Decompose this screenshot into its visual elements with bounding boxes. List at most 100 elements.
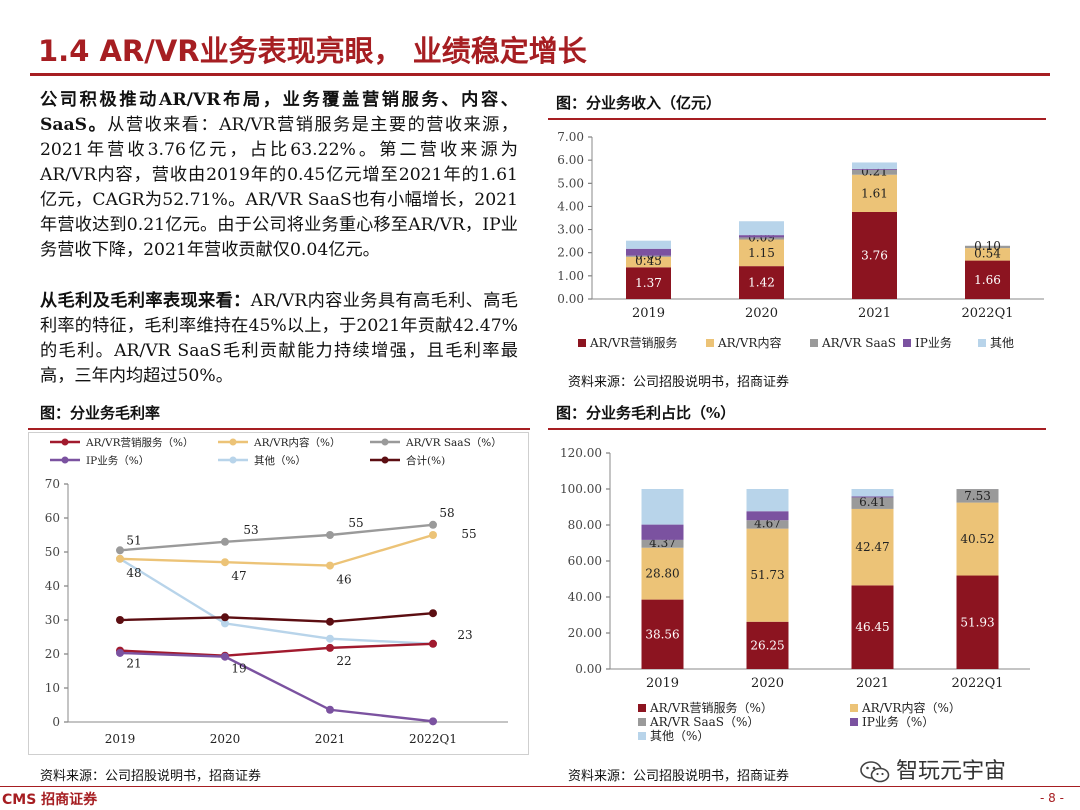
revenue-y-tick-label: 4.00 <box>557 199 584 213</box>
margin-series-point <box>221 537 229 546</box>
share-bar-segment <box>746 528 789 622</box>
margin-series-point <box>429 520 437 529</box>
revenue-legend-swatch <box>810 339 818 347</box>
share-bar-data-label: 46.45 <box>855 620 889 634</box>
share-bar-segment <box>641 547 684 600</box>
margin-legend-label: AR/VR SaaS（%） <box>405 437 502 449</box>
margin-data-label: 55 <box>348 516 363 530</box>
share-bar-data-label: 28.80 <box>645 567 679 581</box>
paragraph-revenue: 公司积极推动AR/VR布局，业务覆盖营销服务、内容、SaaS。从营收来看：AR/… <box>40 88 518 263</box>
share-legend-swatch <box>638 704 646 712</box>
revenue-x-tick-label: 2022Q1 <box>961 306 1013 321</box>
margin-series-line <box>119 523 434 552</box>
share-y-tick-label: 40.00 <box>568 590 602 604</box>
margin-x-tick-label: 2021 <box>315 732 346 746</box>
margin-series-line <box>119 557 434 645</box>
margin-data-label: 55 <box>461 527 476 541</box>
revenue-bar-segment <box>852 168 897 170</box>
margin-legend-marker <box>61 438 69 446</box>
share-bar-segment <box>956 575 999 669</box>
share-x-tick-label: 2021 <box>856 676 889 691</box>
revenue-bar-segment <box>626 267 671 299</box>
share-chart: 0.00 20.00 40.00 60.00 80.00 100.00 120.00 38.5… <box>560 446 1030 743</box>
revenue-y-tick-label: 6.00 <box>557 153 584 167</box>
revenue-bar-segment <box>626 248 671 256</box>
margin-series-point <box>429 639 437 648</box>
share-title-rule <box>548 428 1046 430</box>
revenue-x-tick-label: 2021 <box>858 306 891 321</box>
margin-legend-label: AR/VR营销服务（%） <box>85 436 194 449</box>
margin-series-point <box>429 531 437 539</box>
revenue-y-tick-label: 2.00 <box>557 246 584 260</box>
footer-divider <box>0 786 1080 787</box>
margin-legend-marker <box>381 438 389 446</box>
margin-data-label: 48 <box>126 566 141 580</box>
revenue-bar-segment <box>739 221 784 236</box>
share-legend-label: IP业务（%） <box>862 714 934 729</box>
share-y-tick-label: 80.00 <box>568 518 602 532</box>
revenue-bar-segment <box>852 211 897 299</box>
share-chart-title: 图：分业务毛利占比（%） <box>556 404 736 422</box>
margin-series-line <box>119 612 434 623</box>
revenue-legend-label: AR/VR内容 <box>717 335 781 350</box>
share-bar-data-label: 7.53 <box>964 489 991 503</box>
revenue-y-tick-label: 5.00 <box>557 176 584 190</box>
margin-series-point <box>326 561 334 570</box>
margin-legend-marker <box>61 456 69 464</box>
revenue-bar-data-label: 3.76 <box>861 248 888 262</box>
margin-chart-title: 图：分业务毛利率 <box>40 404 161 422</box>
margin-series-point <box>116 616 124 624</box>
revenue-bar-data-label: 0.54 <box>974 246 1001 260</box>
margin-series-point <box>221 652 229 661</box>
revenue-bar-data-label: 1.61 <box>861 186 888 200</box>
margin-series-point <box>221 558 229 567</box>
share-bar-segment <box>851 585 894 669</box>
share-legend-swatch <box>850 704 858 712</box>
margin-series-point <box>326 634 334 643</box>
margin-data-label: 22 <box>336 654 351 668</box>
margin-series-point <box>221 619 229 628</box>
share-bar-segment <box>641 489 684 525</box>
share-bar-segment <box>641 524 684 540</box>
margin-y-tick-label: 30 <box>45 613 60 627</box>
revenue-bar-data-label: 1.15 <box>748 246 775 260</box>
revenue-legend-label: AR/VR SaaS <box>821 336 896 350</box>
share-y-tick-label: 0.00 <box>575 662 602 676</box>
margin-legend-marker <box>229 456 237 464</box>
share-bar-data-label: 38.56 <box>645 627 679 641</box>
share-bar-segment <box>851 508 894 586</box>
revenue-chart: 0.00 1.00 2.00 3.00 4.00 5.00 6.00 7.00 1.37 0.45… <box>557 130 1044 350</box>
margin-y-tick-label: 20 <box>45 647 60 661</box>
revenue-bar-segment <box>626 256 671 268</box>
title-divider <box>30 73 1050 76</box>
margin-legend-marker <box>381 456 389 464</box>
share-bar-segment <box>746 511 789 521</box>
margin-series-point <box>326 643 334 652</box>
margin-x-tick-label: 2020 <box>210 732 241 746</box>
margin-y-tick-label: 0 <box>52 715 60 729</box>
margin-plot-frame <box>28 432 529 755</box>
page-number: - 8 - <box>1040 791 1064 805</box>
revenue-bar-segment <box>852 162 897 169</box>
margin-data-label: 19 <box>231 662 246 676</box>
share-legend-label: 其他（%） <box>650 729 709 743</box>
share-bar-segment <box>956 489 999 503</box>
wechat-name: 智玩元宇宙 <box>896 759 1007 784</box>
margin-series-line <box>119 533 434 567</box>
share-bar-segment <box>746 520 789 529</box>
margin-legend-label: 合计(%) <box>406 454 445 467</box>
paragraph-revenue-body: 从营收来看：AR/VR营销服务是主要的营收来源，2021年营收3.76亿元，占比… <box>40 115 519 260</box>
revenue-y-tick-label: 0.00 <box>557 292 584 306</box>
revenue-title-rule <box>548 118 1046 120</box>
revenue-legend-label: 其他 <box>990 336 1014 350</box>
margin-chart: 0 10 20 30 40 50 60 70 2019 2020 2021 2022Q1 21 19 22 2… <box>28 432 529 755</box>
revenue-legend-swatch <box>903 339 911 347</box>
revenue-bar-segment <box>965 245 1010 249</box>
share-y-tick-label: 100.00 <box>560 482 602 496</box>
share-bar-segment <box>851 496 894 498</box>
revenue-y-tick-label: 1.00 <box>557 269 584 283</box>
margin-series-point <box>429 717 437 726</box>
margin-data-label: 47 <box>231 569 246 583</box>
revenue-bar-data-label: 0.45 <box>635 254 662 268</box>
share-source: 资料来源：公司招股说明书，招商证券 <box>568 769 790 784</box>
